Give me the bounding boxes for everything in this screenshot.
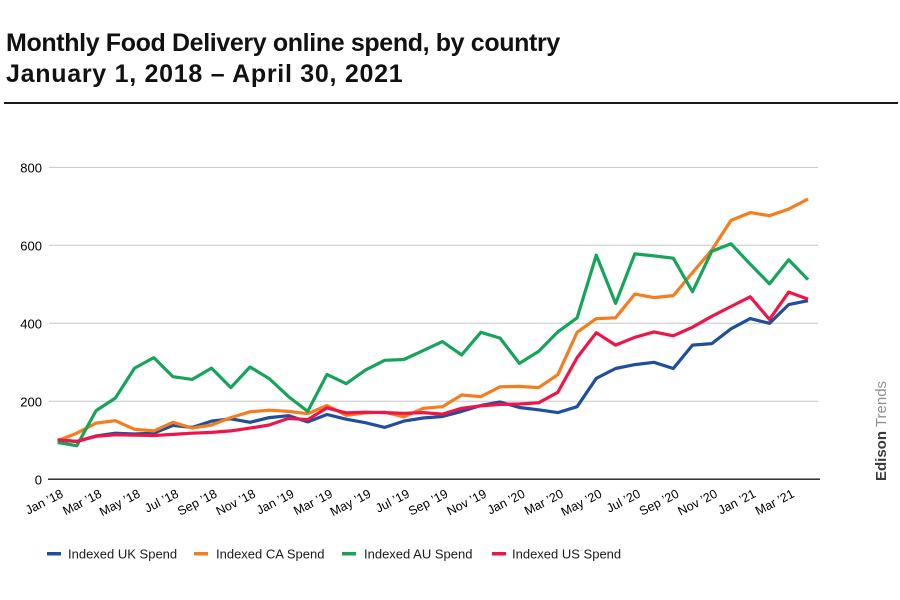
svg-text:Nov ’18: Nov ’18 [214, 487, 258, 519]
svg-text:Jan ’19: Jan ’19 [254, 487, 296, 518]
svg-text:Nov ’19: Nov ’19 [445, 487, 489, 519]
svg-text:Mar ’19: Mar ’19 [291, 487, 335, 518]
svg-text:Jan ’18: Jan ’18 [23, 487, 65, 518]
svg-text:400: 400 [20, 317, 42, 332]
svg-text:200: 200 [20, 394, 42, 409]
svg-text:May ’19: May ’19 [328, 487, 373, 519]
svg-text:May ’20: May ’20 [559, 487, 604, 519]
svg-text:600: 600 [20, 239, 42, 254]
svg-text:Indexed UK Spend: Indexed UK Spend [68, 547, 177, 562]
svg-text:May ’18: May ’18 [97, 487, 142, 519]
svg-text:Jul ’18: Jul ’18 [142, 487, 181, 516]
svg-text:800: 800 [20, 161, 42, 176]
svg-text:Indexed AU Spend: Indexed AU Spend [364, 547, 472, 562]
svg-text:Jan ’20: Jan ’20 [485, 487, 527, 518]
svg-text:Mar ’20: Mar ’20 [522, 487, 566, 518]
svg-text:0: 0 [35, 472, 42, 487]
svg-text:Jul ’20: Jul ’20 [604, 487, 643, 516]
svg-text:Mar ’21: Mar ’21 [753, 487, 797, 518]
svg-text:Sep ’19: Sep ’19 [406, 487, 450, 519]
svg-text:Sep ’18: Sep ’18 [175, 487, 219, 519]
svg-text:Jul ’19: Jul ’19 [373, 487, 412, 516]
svg-text:Nov ’20: Nov ’20 [676, 487, 720, 519]
svg-text:Indexed US Spend: Indexed US Spend [512, 547, 621, 562]
svg-text:Edison Trends: Edison Trends [873, 381, 890, 481]
svg-text:Mar ’18: Mar ’18 [60, 487, 104, 518]
svg-text:Indexed CA Spend: Indexed CA Spend [216, 547, 324, 562]
svg-text:Jan ’21: Jan ’21 [716, 487, 758, 518]
svg-text:Sep ’20: Sep ’20 [637, 487, 681, 519]
